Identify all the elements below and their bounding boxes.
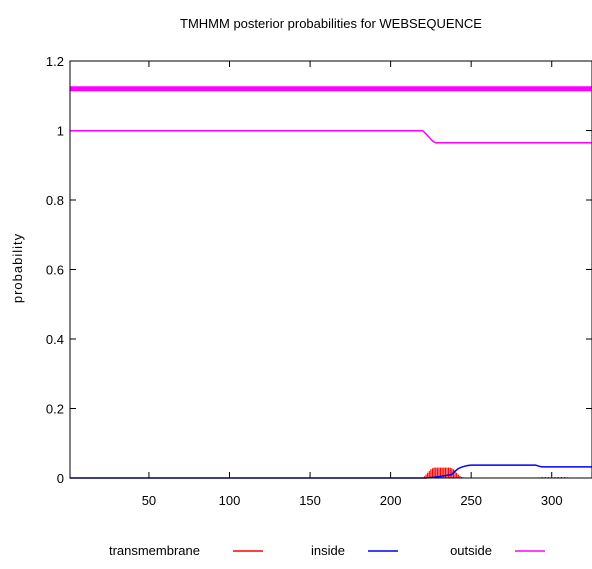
y-tick-label: 1.2 xyxy=(46,54,64,69)
y-tick-label: 1 xyxy=(57,124,64,139)
x-tick-label: 150 xyxy=(299,493,321,508)
legend-label-outside: outside xyxy=(450,543,492,558)
y-tick-label: 0.4 xyxy=(46,332,64,347)
x-tick-label: 100 xyxy=(219,493,241,508)
series-inside xyxy=(70,464,592,479)
y-tick-label: 0.8 xyxy=(46,193,64,208)
x-tick-label: 50 xyxy=(142,493,156,508)
series-outside xyxy=(70,130,592,144)
x-tick-label: 200 xyxy=(380,493,402,508)
plot-area xyxy=(69,60,592,479)
y-tick-label: 0 xyxy=(57,471,64,486)
y-axis-label: probability xyxy=(10,233,25,303)
x-tick-label: 300 xyxy=(541,493,563,508)
series-transmembrane xyxy=(423,467,569,478)
series-layer xyxy=(70,86,592,479)
y-tick-label: 0.6 xyxy=(46,263,64,278)
chart-title: TMHMM posterior probabilities for WEBSEQ… xyxy=(180,16,482,31)
y-ticks: 0 0.2 0.4 0.6 0.8 1 1.2 xyxy=(46,54,592,486)
y-tick-label: 0.2 xyxy=(46,402,64,417)
legend-label-inside: inside xyxy=(311,543,345,558)
x-ticks: 50 100 150 200 250 300 xyxy=(142,61,563,508)
legend-label-transmembrane: transmembrane xyxy=(109,543,200,558)
legend: transmembrane inside outside xyxy=(109,543,545,558)
x-tick-label: 250 xyxy=(460,493,482,508)
